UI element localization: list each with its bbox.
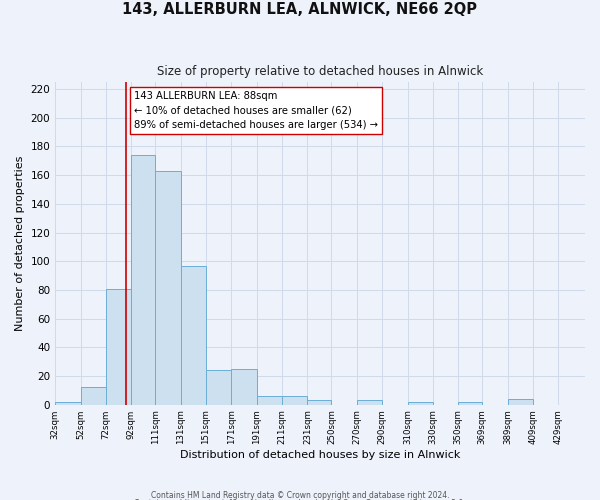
Bar <box>282 396 307 404</box>
Bar <box>458 402 482 404</box>
Bar <box>357 400 382 404</box>
Bar <box>232 369 257 404</box>
Bar <box>181 266 206 404</box>
Bar <box>206 370 232 404</box>
Bar <box>106 288 131 405</box>
Bar <box>80 388 106 404</box>
Text: 143 ALLERBURN LEA: 88sqm
← 10% of detached houses are smaller (62)
89% of semi-d: 143 ALLERBURN LEA: 88sqm ← 10% of detach… <box>134 90 378 130</box>
Bar <box>155 171 181 404</box>
Text: Contains HM Land Registry data © Crown copyright and database right 2024.: Contains HM Land Registry data © Crown c… <box>151 490 449 500</box>
Text: Contains public sector information licensed under the Open Government Licence v3: Contains public sector information licen… <box>134 499 466 500</box>
Text: 143, ALLERBURN LEA, ALNWICK, NE66 2QP: 143, ALLERBURN LEA, ALNWICK, NE66 2QP <box>122 2 478 18</box>
Y-axis label: Number of detached properties: Number of detached properties <box>15 156 25 331</box>
Bar <box>508 399 533 404</box>
X-axis label: Distribution of detached houses by size in Alnwick: Distribution of detached houses by size … <box>180 450 460 460</box>
Bar <box>55 402 80 404</box>
Bar <box>307 400 331 404</box>
Bar <box>407 402 433 404</box>
Bar <box>131 155 155 404</box>
Title: Size of property relative to detached houses in Alnwick: Size of property relative to detached ho… <box>157 65 483 78</box>
Bar <box>257 396 282 404</box>
